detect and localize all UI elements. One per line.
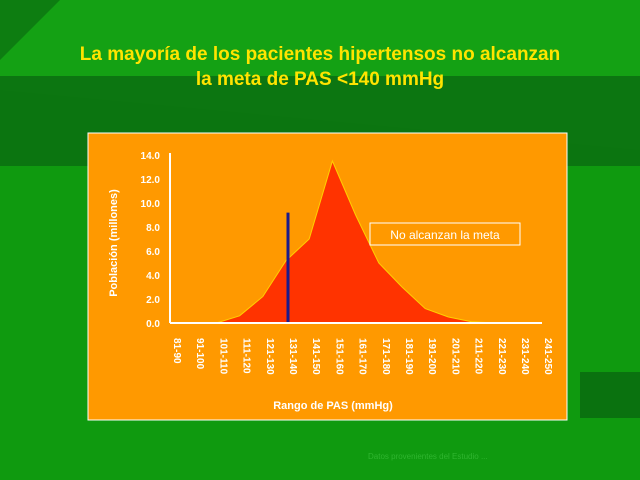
x-tick-label: 131-140: [287, 338, 298, 375]
x-tick-label: 191-200: [426, 338, 437, 375]
x-tick-label: 211-220: [473, 338, 484, 375]
y-tick-label: 6.0: [146, 247, 160, 258]
y-axis-ticks: 0.0 2.0 4.0 6.0 8.0 10.0 12.0 14.0: [141, 151, 161, 330]
title-line-1: La mayoría de los pacientes hipertensos …: [79, 44, 561, 65]
x-tick-label: 171-180: [380, 338, 391, 375]
x-tick-label: 151-160: [333, 338, 344, 375]
x-tick-label: 101-110: [217, 338, 228, 375]
x-tick-label: 81-90: [171, 338, 182, 364]
footnote: Datos provenientes del Estudio ...: [368, 452, 488, 461]
y-tick-label: 12.0: [141, 175, 161, 186]
corner-band: [580, 372, 640, 418]
x-tick-label: 141-150: [310, 338, 321, 375]
x-axis-title: Rango de PAS (mmHg): [273, 400, 393, 412]
x-axis-ticks: 81-90 91-100 101-110 111-120 121-130 131-140 1…: [171, 338, 553, 375]
title-line-2: la meta de PAS <140 mmHg: [195, 69, 445, 90]
annotation-box: No alcanzan la meta: [369, 222, 521, 246]
x-tick-label: 181-190: [403, 338, 414, 375]
y-tick-label: 2.0: [146, 295, 160, 306]
y-tick-label: 14.0: [141, 151, 161, 162]
x-tick-label: 121-130: [264, 338, 275, 375]
y-tick-label: 4.0: [146, 271, 160, 282]
slide-title: La mayoría de los pacientes hipertensos …: [20, 42, 620, 92]
y-tick-label: 8.0: [146, 223, 160, 234]
x-tick-label: 161-170: [357, 338, 368, 375]
x-tick-label: 111-120: [241, 338, 252, 374]
x-tick-label: 231-240: [519, 338, 530, 375]
x-tick-label: 201-210: [449, 338, 460, 375]
y-tick-label: 10.0: [141, 199, 161, 210]
y-tick-label: 0.0: [146, 319, 160, 330]
x-tick-label: 91-100: [194, 338, 205, 370]
x-tick-label: 221-230: [496, 338, 507, 375]
y-axis-title: Población (millones): [108, 189, 120, 297]
annotation-label: No alcanzan la meta: [390, 228, 500, 242]
x-tick-label: 241-250: [542, 338, 553, 375]
